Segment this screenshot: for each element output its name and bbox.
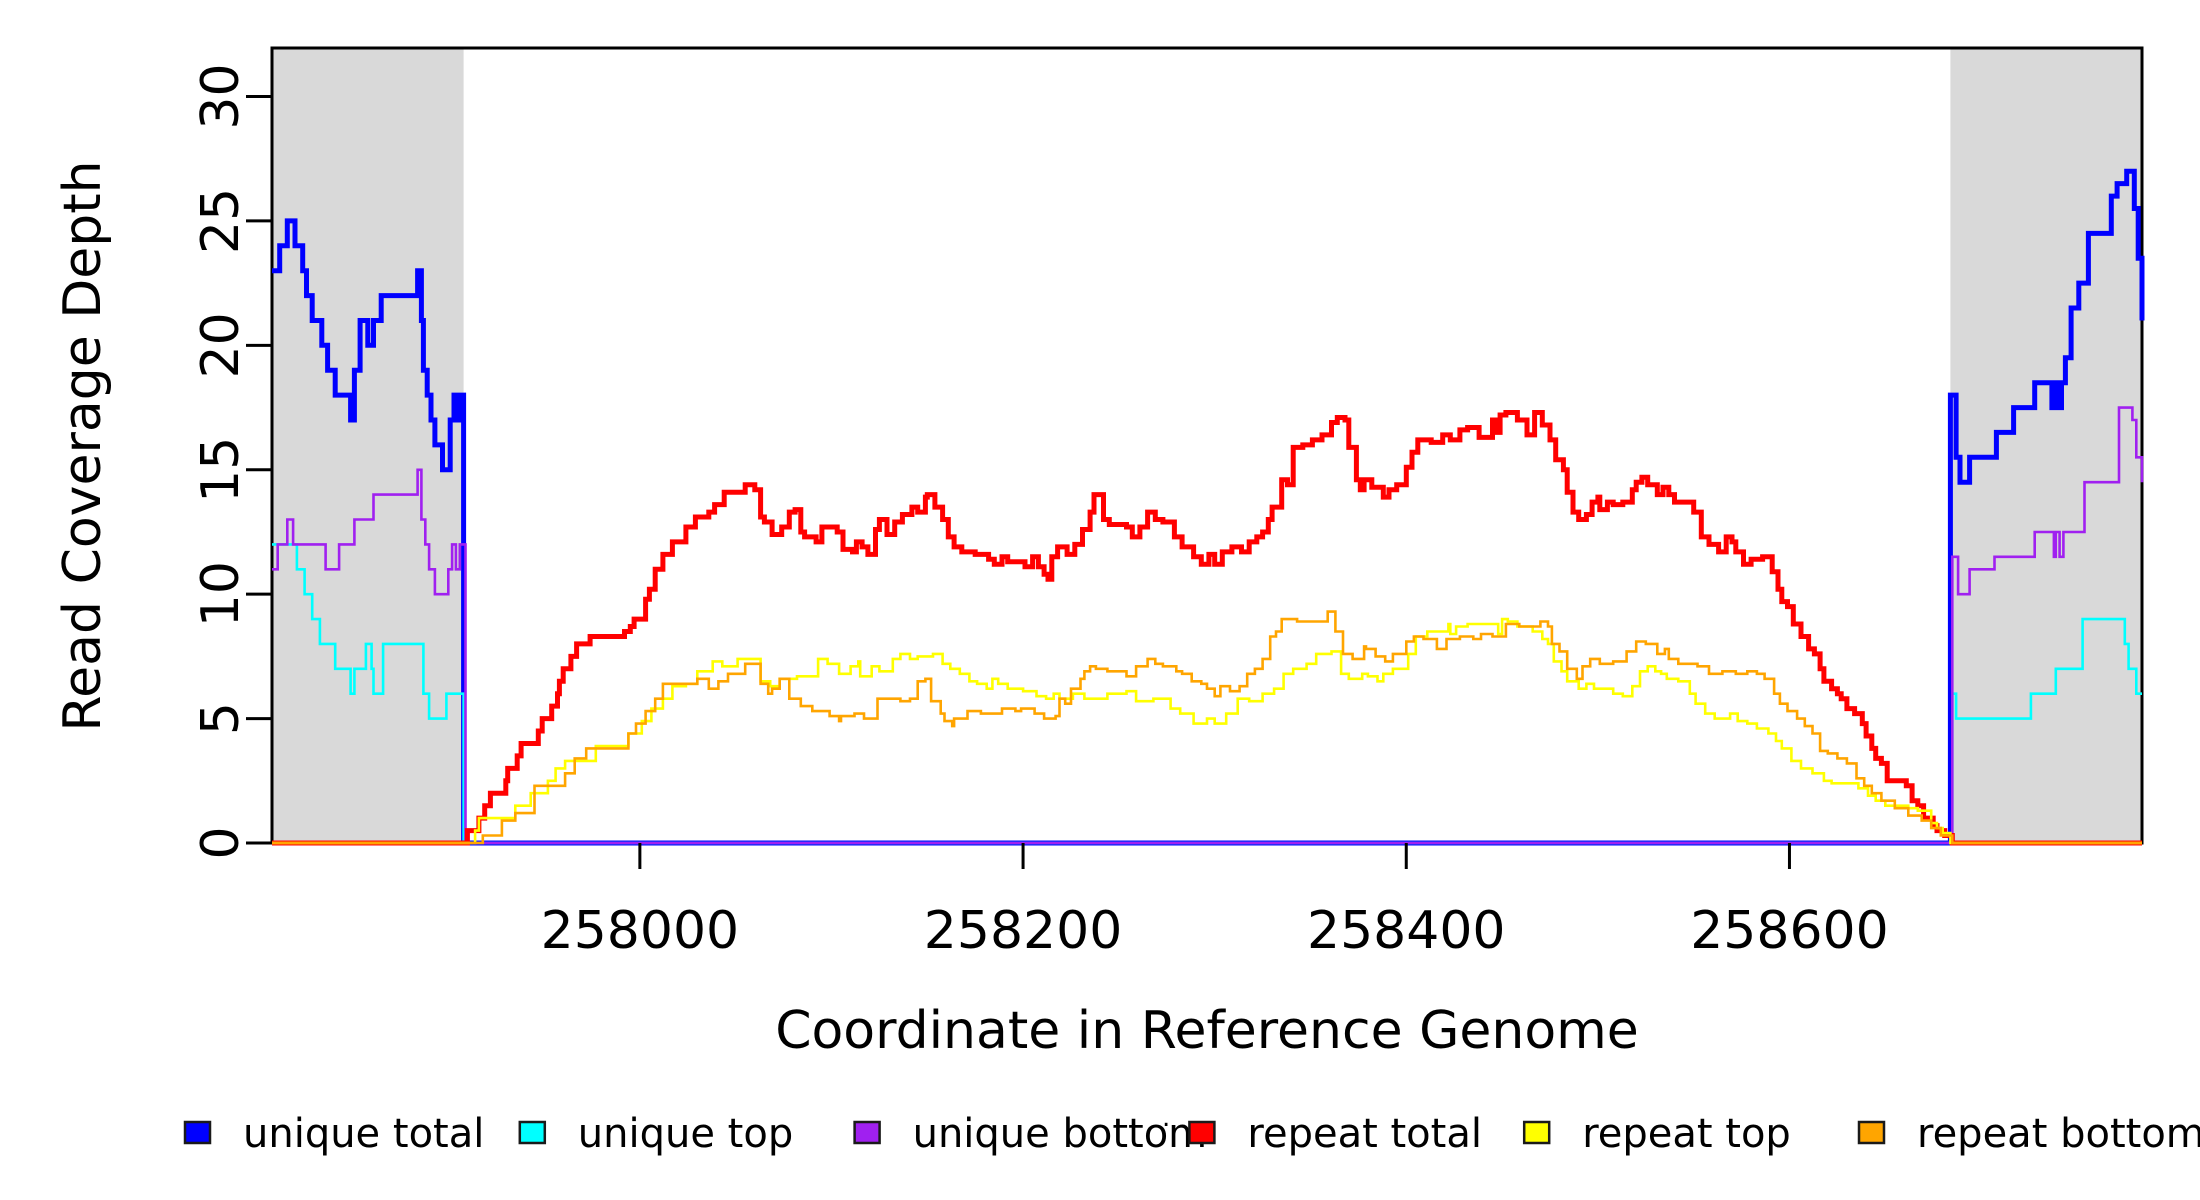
legend-swatch bbox=[183, 1120, 212, 1145]
series-line-unique-top bbox=[272, 543, 2142, 845]
axis-titles-layer: Coordinate in Reference Genome Read Cove… bbox=[53, 160, 1639, 1061]
legend-label: repeat total bbox=[1247, 1111, 1482, 1157]
x-tick-label: 258600 bbox=[1690, 901, 1889, 961]
y-tick-label: 15 bbox=[191, 437, 251, 503]
x-tick-label: 258200 bbox=[924, 901, 1123, 961]
series-line-unique-bottom bbox=[272, 406, 2144, 845]
series-line-repeat-bottom bbox=[272, 610, 2142, 845]
legend-swatch bbox=[1522, 1120, 1551, 1145]
legend-label: unique top bbox=[578, 1111, 793, 1157]
legend-swatch bbox=[1857, 1120, 1886, 1145]
y-tick-label: 20 bbox=[191, 312, 251, 378]
legend-item-unique-top: unique top bbox=[518, 1111, 793, 1157]
legend-swatch bbox=[1188, 1120, 1216, 1145]
legend-item-repeat-bottom: repeat bottom bbox=[1857, 1111, 2200, 1157]
series-line-repeat-total bbox=[272, 410, 2142, 846]
legend-label: repeat top bbox=[1582, 1111, 1791, 1157]
x-tick-label: 258400 bbox=[1307, 901, 1506, 961]
legend-label: unique total bbox=[243, 1111, 484, 1157]
shaded-flank-region bbox=[1950, 48, 2142, 843]
series-line-repeat-top bbox=[272, 617, 2142, 845]
legend-item-repeat-top: repeat top bbox=[1522, 1111, 1791, 1157]
series-line-unique-total bbox=[272, 168, 2145, 846]
y-tick-label: 30 bbox=[191, 63, 251, 129]
stray-dot: . bbox=[1162, 1103, 1170, 1133]
axes-layer: 258000 258200 258400 258600 0 5 10 15 20 25 30 bbox=[191, 63, 1889, 961]
series-lines-layer bbox=[272, 168, 2145, 846]
shaded-regions-layer bbox=[272, 48, 2142, 843]
x-tick-label: 258000 bbox=[541, 901, 740, 961]
y-tick-label: 0 bbox=[191, 826, 251, 859]
legend-item-unique-total: unique total bbox=[183, 1111, 484, 1157]
legend-swatch bbox=[853, 1120, 881, 1145]
legend-label: unique bottom bbox=[913, 1111, 1208, 1157]
legend-swatch bbox=[518, 1120, 547, 1145]
y-tick-label: 25 bbox=[191, 188, 251, 254]
legend: unique total unique top unique bottom repea… bbox=[183, 1103, 2200, 1157]
legend-item-unique-bottom: unique bottom bbox=[853, 1111, 1208, 1157]
y-tick-label: 5 bbox=[191, 702, 251, 735]
y-tick-label: 10 bbox=[191, 561, 251, 627]
x-axis-title: Coordinate in Reference Genome bbox=[775, 1001, 1639, 1061]
shaded-flank-region bbox=[272, 48, 464, 843]
legend-item-repeat-total: repeat total bbox=[1188, 1111, 1482, 1157]
legend-label: repeat bottom bbox=[1917, 1111, 2200, 1157]
y-axis-title: Read Coverage Depth bbox=[53, 160, 113, 731]
